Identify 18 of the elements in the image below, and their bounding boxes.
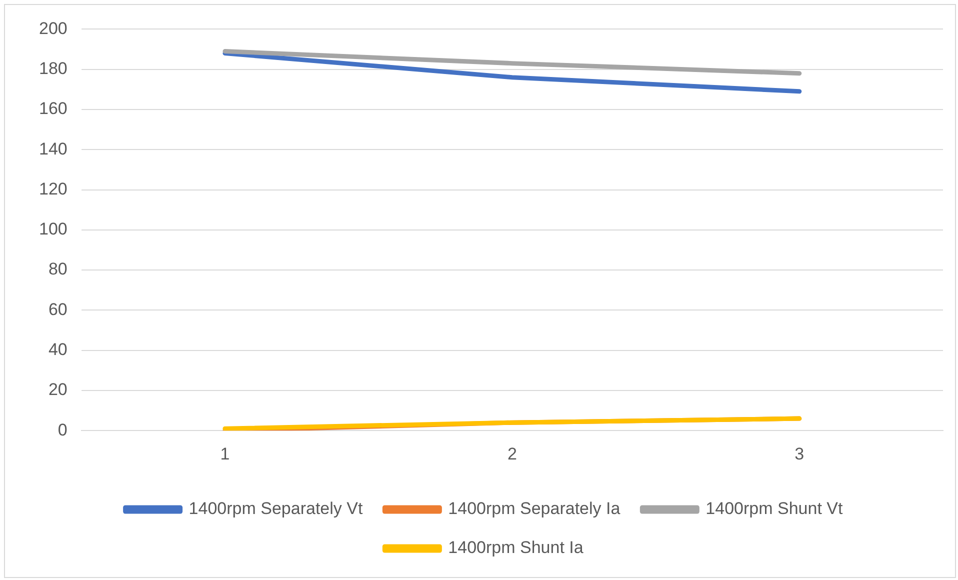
legend-label: 1400rpm Shunt Vt [706, 499, 843, 518]
legend-label: 1400rpm Shunt Ia [448, 538, 584, 558]
x-tick-label: 1 [220, 444, 230, 464]
x-tick-label: 3 [794, 444, 804, 464]
y-tick-label: 200 [38, 18, 68, 38]
x-tick-label: 2 [507, 444, 517, 464]
y-tick-label: 40 [48, 340, 68, 360]
y-tick-label: 80 [48, 260, 68, 279]
y-tick-label: 180 [38, 59, 68, 78]
y-tick-label: 0 [58, 420, 68, 440]
y-tick-label: 160 [38, 99, 68, 118]
legend-label: 1400rpm Separately Vt [188, 499, 363, 518]
y-tick-label: 60 [48, 300, 68, 319]
y-tick-label: 120 [38, 179, 68, 198]
legend-label: 1400rpm Separately Ia [448, 499, 621, 518]
y-tick-label: 140 [38, 139, 68, 158]
y-tick-label: 20 [48, 380, 68, 400]
y-tick-label: 100 [38, 220, 68, 239]
